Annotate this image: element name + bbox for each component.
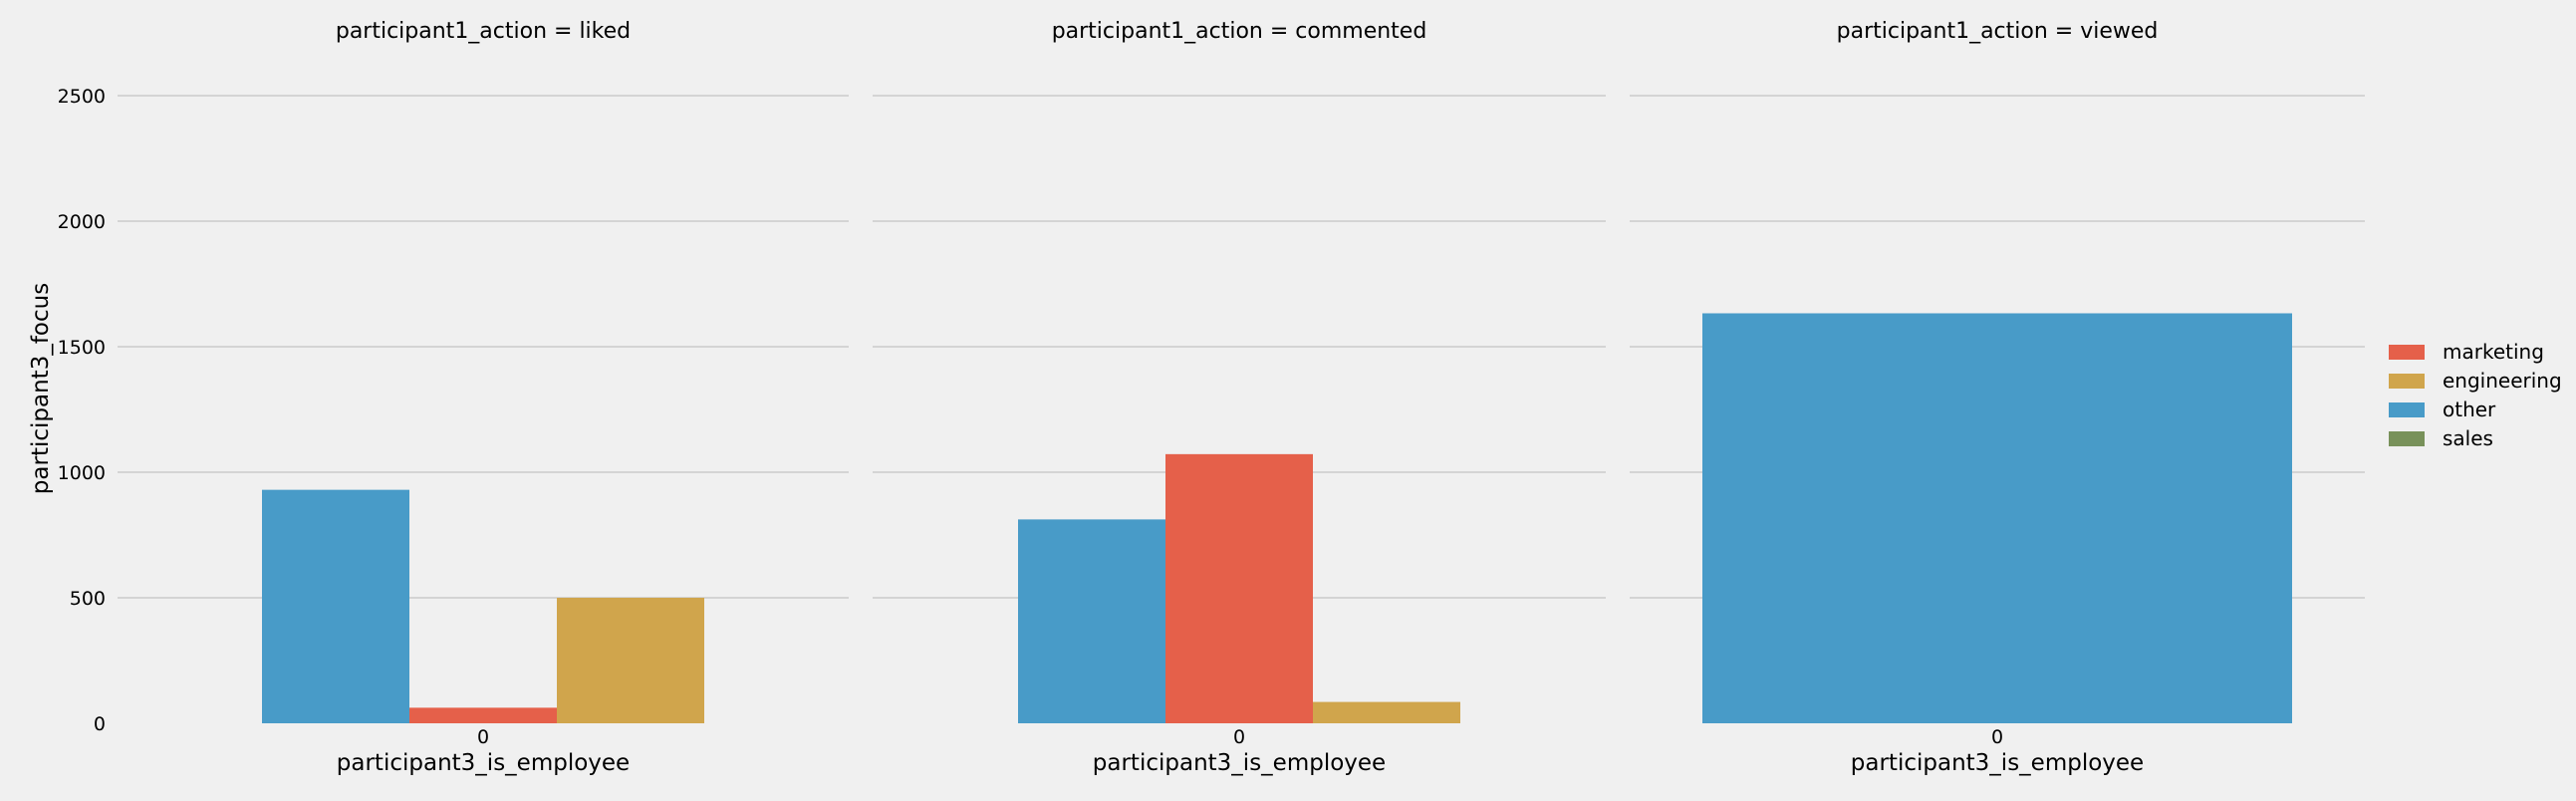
legend: marketing engineering other sales xyxy=(2389,340,2562,450)
y-tick-label: 1000 xyxy=(58,462,106,484)
x-tick-label: 0 xyxy=(1991,726,2003,748)
x-axis-label: participant3_is_employee xyxy=(1093,750,1386,776)
panel-title: participant1_action = liked xyxy=(336,19,631,44)
bar-marketing xyxy=(409,707,557,723)
legend-swatch xyxy=(2389,431,2425,446)
legend-label: engineering xyxy=(2443,369,2562,393)
y-tick-label: 2500 xyxy=(58,86,106,108)
legend-label: other xyxy=(2443,398,2496,421)
y-tick-label: 0 xyxy=(94,713,106,735)
panel-title: participant1_action = viewed xyxy=(1837,19,2159,44)
legend-swatch xyxy=(2389,374,2425,389)
legend-label: sales xyxy=(2443,426,2493,450)
x-tick-label: 0 xyxy=(477,726,489,748)
bar-other xyxy=(1702,313,2292,723)
bar-other xyxy=(262,489,409,723)
y-tick-label: 500 xyxy=(70,588,106,610)
x-tick-label: 0 xyxy=(1233,726,1245,748)
panel-title: participant1_action = commented xyxy=(1052,19,1427,44)
bars xyxy=(262,313,2292,723)
labels: participant3_focus 0 500 1000 1500 2000 2500 p… xyxy=(28,19,2158,776)
x-axis-label: participant3_is_employee xyxy=(1851,750,2144,776)
y-tick-label: 2000 xyxy=(58,211,106,233)
bar-marketing xyxy=(1165,453,1313,723)
legend-label: marketing xyxy=(2443,340,2544,364)
bar-engineering xyxy=(557,598,704,723)
bar-engineering xyxy=(1313,701,1460,723)
legend-swatch xyxy=(2389,402,2425,417)
y-tick-label: 1500 xyxy=(58,337,106,359)
legend-swatch xyxy=(2389,345,2425,360)
bar-other xyxy=(1018,519,1165,723)
x-axis-label: participant3_is_employee xyxy=(337,750,630,776)
y-axis-label: participant3_focus xyxy=(28,283,54,494)
